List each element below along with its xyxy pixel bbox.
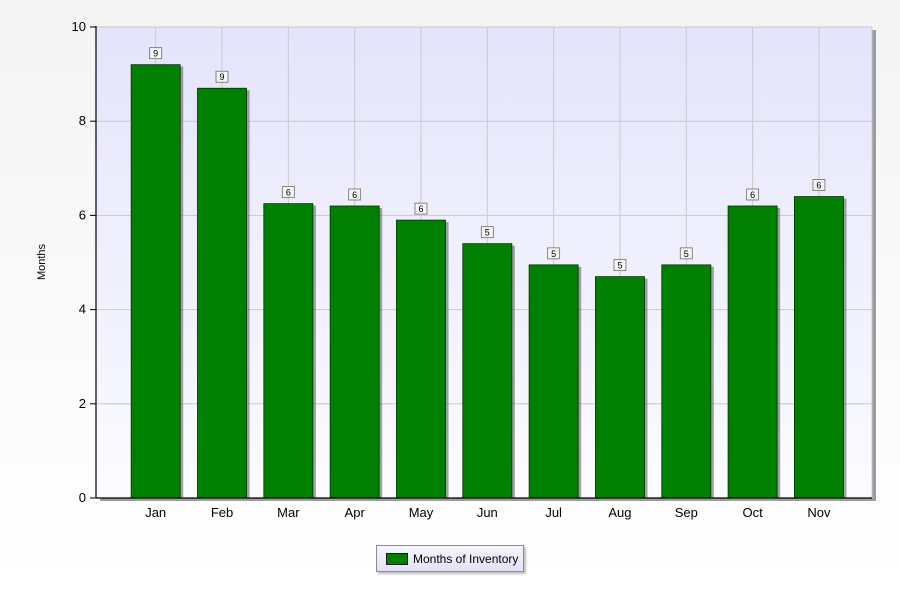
data-labels: 9 9 6 6 6 5 5 5 5 6 6 <box>149 47 826 272</box>
data-label: 6 <box>750 190 755 200</box>
data-label: 5 <box>485 228 490 238</box>
data-label-box <box>149 47 163 60</box>
bar <box>329 205 380 499</box>
bar <box>197 87 247 499</box>
x-tick-label: Feb <box>211 505 233 520</box>
data-label-box <box>480 226 494 239</box>
bar <box>396 219 446 499</box>
data-label: 9 <box>153 49 158 59</box>
data-label: 6 <box>286 188 291 198</box>
x-tick-label: Sep <box>675 505 698 520</box>
x-tick-label: Mar <box>277 505 300 520</box>
y-tick-label: 4 <box>79 302 86 317</box>
y-tick-label: 10 <box>72 19 86 34</box>
data-label: 6 <box>418 204 423 214</box>
y-tick-label: 6 <box>79 207 86 222</box>
bar <box>528 264 579 499</box>
data-label: 6 <box>816 181 821 191</box>
x-tick-label: Apr <box>345 505 366 520</box>
bar <box>595 276 645 499</box>
bar <box>794 196 844 499</box>
bars <box>130 64 847 499</box>
y-tick-label: 0 <box>79 490 86 505</box>
data-label-box <box>281 186 295 199</box>
axes: 0 2 4 6 8 10 Jan Feb Mar Apr May Jun Jul Aug Sep Oct Nov <box>72 19 872 520</box>
data-label: 9 <box>220 72 225 82</box>
data-label: 6 <box>352 190 357 200</box>
y-axis-label: Months <box>36 243 48 280</box>
y-tick-label: 2 <box>79 396 86 411</box>
bar <box>661 264 712 499</box>
data-label: 5 <box>684 249 689 259</box>
legend: Months of Inventory <box>376 545 524 572</box>
data-label-box <box>215 70 229 83</box>
x-tick-label: Jan <box>145 505 166 520</box>
data-label-box <box>746 188 760 201</box>
data-label-box <box>679 247 693 260</box>
x-tick-label: May <box>409 505 434 520</box>
bar <box>462 243 513 499</box>
data-label-box <box>414 202 428 215</box>
x-tick-label: Oct <box>742 505 763 520</box>
data-label: 5 <box>551 249 556 259</box>
legend-label: Months of Inventory <box>413 551 519 566</box>
x-tick-label: Nov <box>807 505 831 520</box>
bar <box>130 64 181 499</box>
bar <box>263 203 314 499</box>
x-tick-label: Aug <box>608 505 631 520</box>
data-label-box <box>348 188 362 201</box>
legend-swatch <box>386 552 408 565</box>
data-label: 5 <box>617 261 622 271</box>
data-label-box <box>613 259 627 272</box>
x-tick-label: Jun <box>477 505 498 520</box>
x-tick-label: Jul <box>545 505 562 520</box>
y-tick-label: 8 <box>79 113 86 128</box>
data-label-box <box>547 247 561 260</box>
bar <box>727 205 778 499</box>
data-label-box <box>812 179 826 191</box>
